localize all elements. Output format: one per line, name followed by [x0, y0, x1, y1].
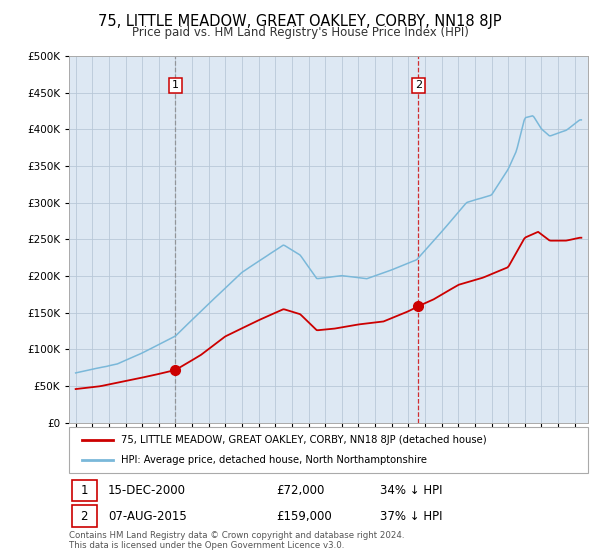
Text: 15-DEC-2000: 15-DEC-2000	[108, 484, 186, 497]
Text: 75, LITTLE MEADOW, GREAT OAKLEY, CORBY, NN18 8JP: 75, LITTLE MEADOW, GREAT OAKLEY, CORBY, …	[98, 14, 502, 29]
Text: 34% ↓ HPI: 34% ↓ HPI	[380, 484, 443, 497]
FancyBboxPatch shape	[69, 427, 588, 473]
Text: 37% ↓ HPI: 37% ↓ HPI	[380, 510, 443, 522]
Text: £159,000: £159,000	[277, 510, 332, 522]
Text: 2: 2	[415, 80, 422, 90]
Text: Contains HM Land Registry data © Crown copyright and database right 2024.
This d: Contains HM Land Registry data © Crown c…	[69, 531, 404, 550]
Text: 75, LITTLE MEADOW, GREAT OAKLEY, CORBY, NN18 8JP (detached house): 75, LITTLE MEADOW, GREAT OAKLEY, CORBY, …	[121, 435, 487, 445]
Text: 07-AUG-2015: 07-AUG-2015	[108, 510, 187, 522]
Text: Price paid vs. HM Land Registry's House Price Index (HPI): Price paid vs. HM Land Registry's House …	[131, 26, 469, 39]
Text: 1: 1	[80, 484, 88, 497]
Text: HPI: Average price, detached house, North Northamptonshire: HPI: Average price, detached house, Nort…	[121, 455, 427, 465]
FancyBboxPatch shape	[71, 479, 97, 501]
Text: £72,000: £72,000	[277, 484, 325, 497]
Text: 2: 2	[80, 510, 88, 522]
FancyBboxPatch shape	[71, 505, 97, 527]
Text: 1: 1	[172, 80, 179, 90]
